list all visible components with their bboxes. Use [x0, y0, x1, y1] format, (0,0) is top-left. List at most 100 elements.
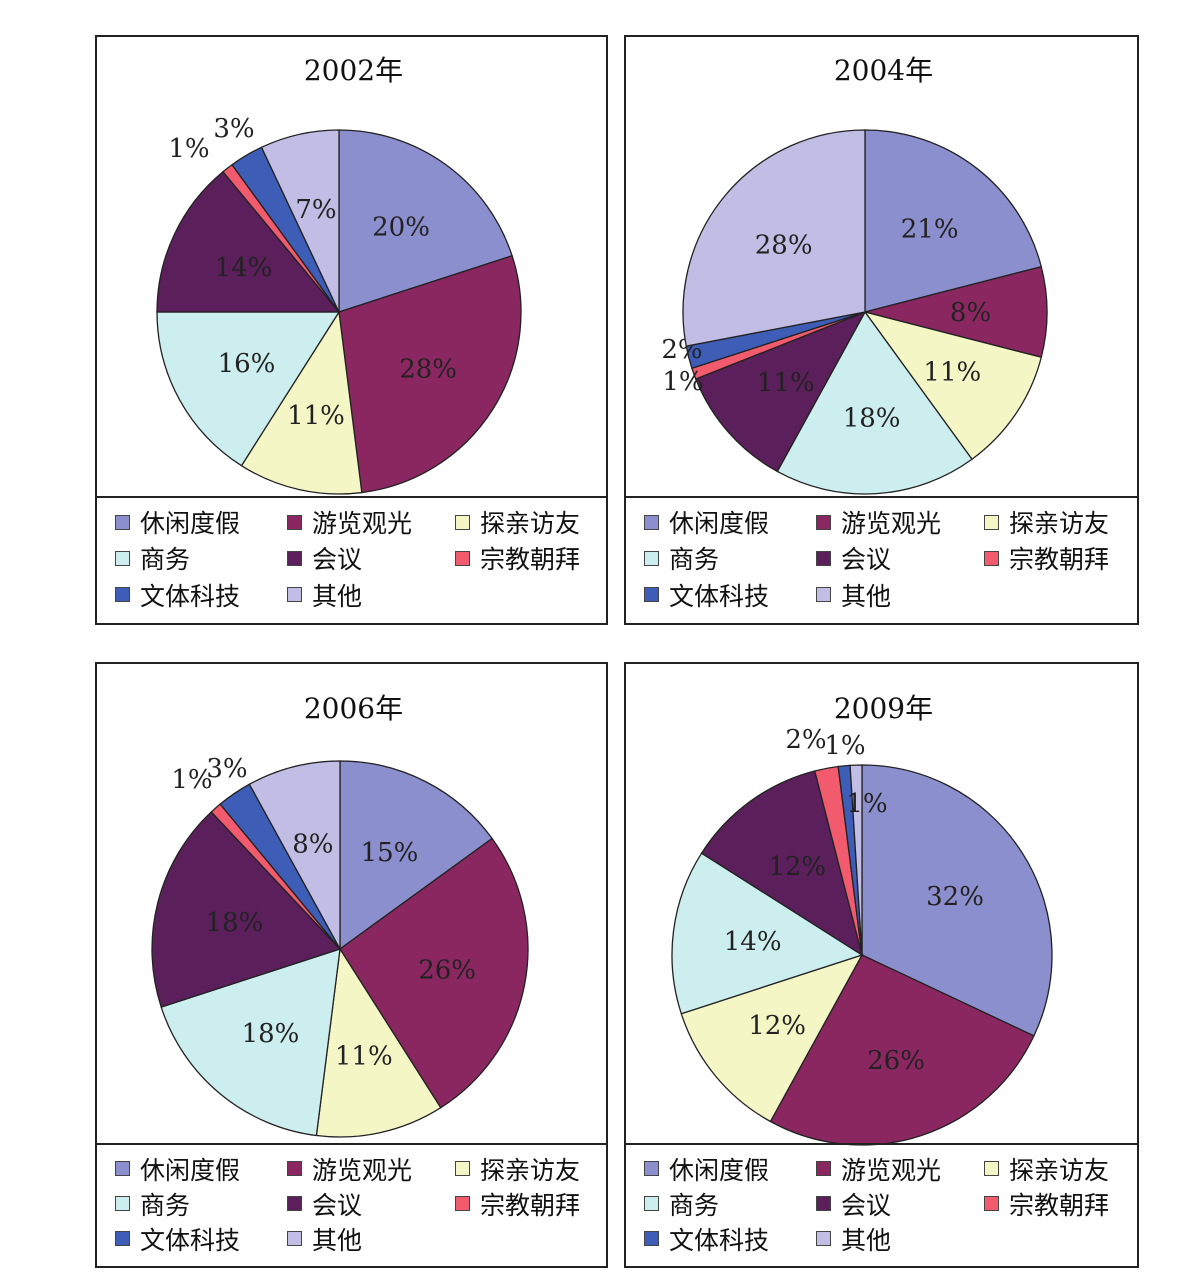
legend-item: 会议 — [287, 1186, 362, 1221]
legend-label: 休闲度假 — [140, 509, 241, 539]
legend: 休闲度假 游览观光 探亲访友 商务 会议 宗教朝拜 文体科技 其他 — [626, 1143, 1137, 1266]
legend-swatch — [287, 514, 302, 530]
legend-swatch — [287, 550, 302, 566]
pie-panel-2006: 2006年 15% 26% 11% 18% 18% 1% 3% 8% 休闲度假 游览观光 探亲访友 商务… — [95, 662, 608, 1268]
legend-label: 探亲访友 — [1009, 509, 1110, 539]
slice-label-1: 15% — [361, 838, 419, 868]
legend-swatch — [816, 587, 831, 603]
legend-item: 会议 — [816, 1186, 891, 1221]
legend-item: 会议 — [816, 540, 891, 576]
pie-slice-3 — [240, 310, 363, 495]
slice-label-7: 3% — [206, 754, 247, 784]
legend-item: 其他 — [287, 577, 362, 613]
legend-swatch — [115, 1231, 130, 1246]
slice-label-4: 18% — [843, 403, 901, 433]
slice-label-2: 26% — [418, 955, 476, 985]
pie-chart-2: 2006年 15% 26% 11% 18% 18% 1%3% 8% — [151, 692, 529, 1138]
pie-slice-8 — [849, 764, 863, 956]
pie-slice-1 — [861, 764, 1053, 1037]
slice-label-8: 8% — [292, 829, 333, 859]
legend-label: 商务 — [140, 1190, 191, 1220]
pie-slice-8 — [260, 129, 340, 313]
legend-swatch — [984, 1196, 999, 1211]
legend-swatch — [455, 1196, 470, 1211]
legend-item: 休闲度假 — [115, 504, 240, 540]
legend-item: 其他 — [816, 577, 891, 613]
legend-swatch — [644, 1196, 659, 1211]
slice-label-2: 26% — [867, 1046, 925, 1076]
legend-label: 休闲度假 — [669, 1155, 770, 1185]
legend-swatch — [115, 587, 130, 603]
legend-label: 会议 — [312, 1190, 363, 1220]
legend-swatch — [644, 514, 659, 530]
slice-label-4: 14% — [724, 927, 782, 957]
legend-item: 探亲访友 — [455, 504, 580, 540]
slice-label-5: 18% — [205, 908, 263, 938]
legend-swatch — [644, 1161, 659, 1176]
legend-item: 商务 — [644, 1186, 719, 1221]
pie-slice-3 — [680, 953, 864, 1123]
legend-item: 其他 — [816, 1221, 891, 1256]
legend-label: 文体科技 — [140, 581, 241, 611]
legend-swatch — [644, 587, 659, 603]
slice-label-4: 18% — [242, 1019, 300, 1049]
legend-swatch — [984, 514, 999, 530]
pie-slice-5 — [700, 770, 864, 957]
pie-slice-4 — [671, 852, 864, 1015]
slice-label-5: 12% — [768, 852, 826, 882]
pie-slice-4 — [776, 310, 973, 495]
chart-title: 2002年 — [304, 54, 403, 87]
slice-label-6: 1% — [168, 134, 209, 164]
legend-item: 休闲度假 — [115, 1151, 240, 1186]
legend-label: 文体科技 — [140, 1225, 241, 1255]
slice-label-1: 32% — [926, 882, 984, 912]
legend-item: 宗教朝拜 — [984, 540, 1109, 576]
slice-label-8: 1% — [846, 789, 887, 819]
legend-label: 其他 — [841, 1225, 892, 1255]
slice-label-5: 14% — [215, 253, 273, 283]
slice-label-3: 11% — [335, 1041, 393, 1071]
pie-slice-5 — [156, 170, 341, 313]
slice-label-1: 20% — [372, 213, 430, 243]
legend-item: 商务 — [115, 540, 190, 576]
slice-label-4: 16% — [218, 349, 276, 379]
slice-label-2: 28% — [399, 355, 457, 385]
legend: 休闲度假 游览观光 探亲访友 商务 会议 宗教朝拜 文体科技 其他 — [626, 496, 1137, 623]
slice-label-8: 28% — [755, 231, 813, 261]
pie-panel-2002: 2002年 20% 28% 11% 16% 14% 1% 3% 7% 休闲度假 游览观光 探亲访友 商务… — [95, 35, 608, 625]
legend-label: 游览观光 — [841, 1155, 942, 1185]
legend-label: 游览观光 — [312, 509, 413, 539]
legend-label: 文体科技 — [669, 1225, 770, 1255]
legend-item: 游览观光 — [816, 1151, 941, 1186]
pie-slice-4 — [160, 948, 341, 1137]
legend-item: 游览观光 — [287, 1151, 412, 1186]
slice-label-6: 1% — [662, 367, 703, 397]
legend-label: 探亲访友 — [1009, 1155, 1110, 1185]
legend-item: 商务 — [115, 1186, 190, 1221]
legend-item: 游览观光 — [287, 504, 412, 540]
legend-label: 商务 — [669, 545, 720, 575]
legend-label: 宗教朝拜 — [480, 1190, 581, 1220]
legend: 休闲度假 游览观光 探亲访友 商务 会议 宗教朝拜 文体科技 其他 — [97, 1143, 606, 1266]
chart-title: 2006年 — [304, 692, 403, 725]
legend-swatch — [115, 1161, 130, 1176]
legend-item: 游览观光 — [816, 504, 941, 540]
legend-swatch — [455, 550, 470, 566]
legend-swatch — [984, 550, 999, 566]
slice-label-7: 1% — [824, 731, 865, 761]
legend-label: 休闲度假 — [669, 509, 770, 539]
legend-item: 休闲度假 — [644, 504, 769, 540]
legend-swatch — [115, 514, 130, 530]
legend-swatch — [644, 550, 659, 566]
legend-item: 文体科技 — [115, 1221, 240, 1256]
legend-label: 游览观光 — [312, 1155, 413, 1185]
legend-item: 宗教朝拜 — [455, 1186, 580, 1221]
pie-slice-3 — [863, 310, 1043, 461]
legend-item: 休闲度假 — [644, 1151, 769, 1186]
slice-label-6: 1% — [171, 765, 212, 795]
slice-label-8: 7% — [295, 195, 336, 225]
legend-label: 其他 — [312, 581, 363, 611]
chart-title: 2009年 — [834, 692, 933, 725]
